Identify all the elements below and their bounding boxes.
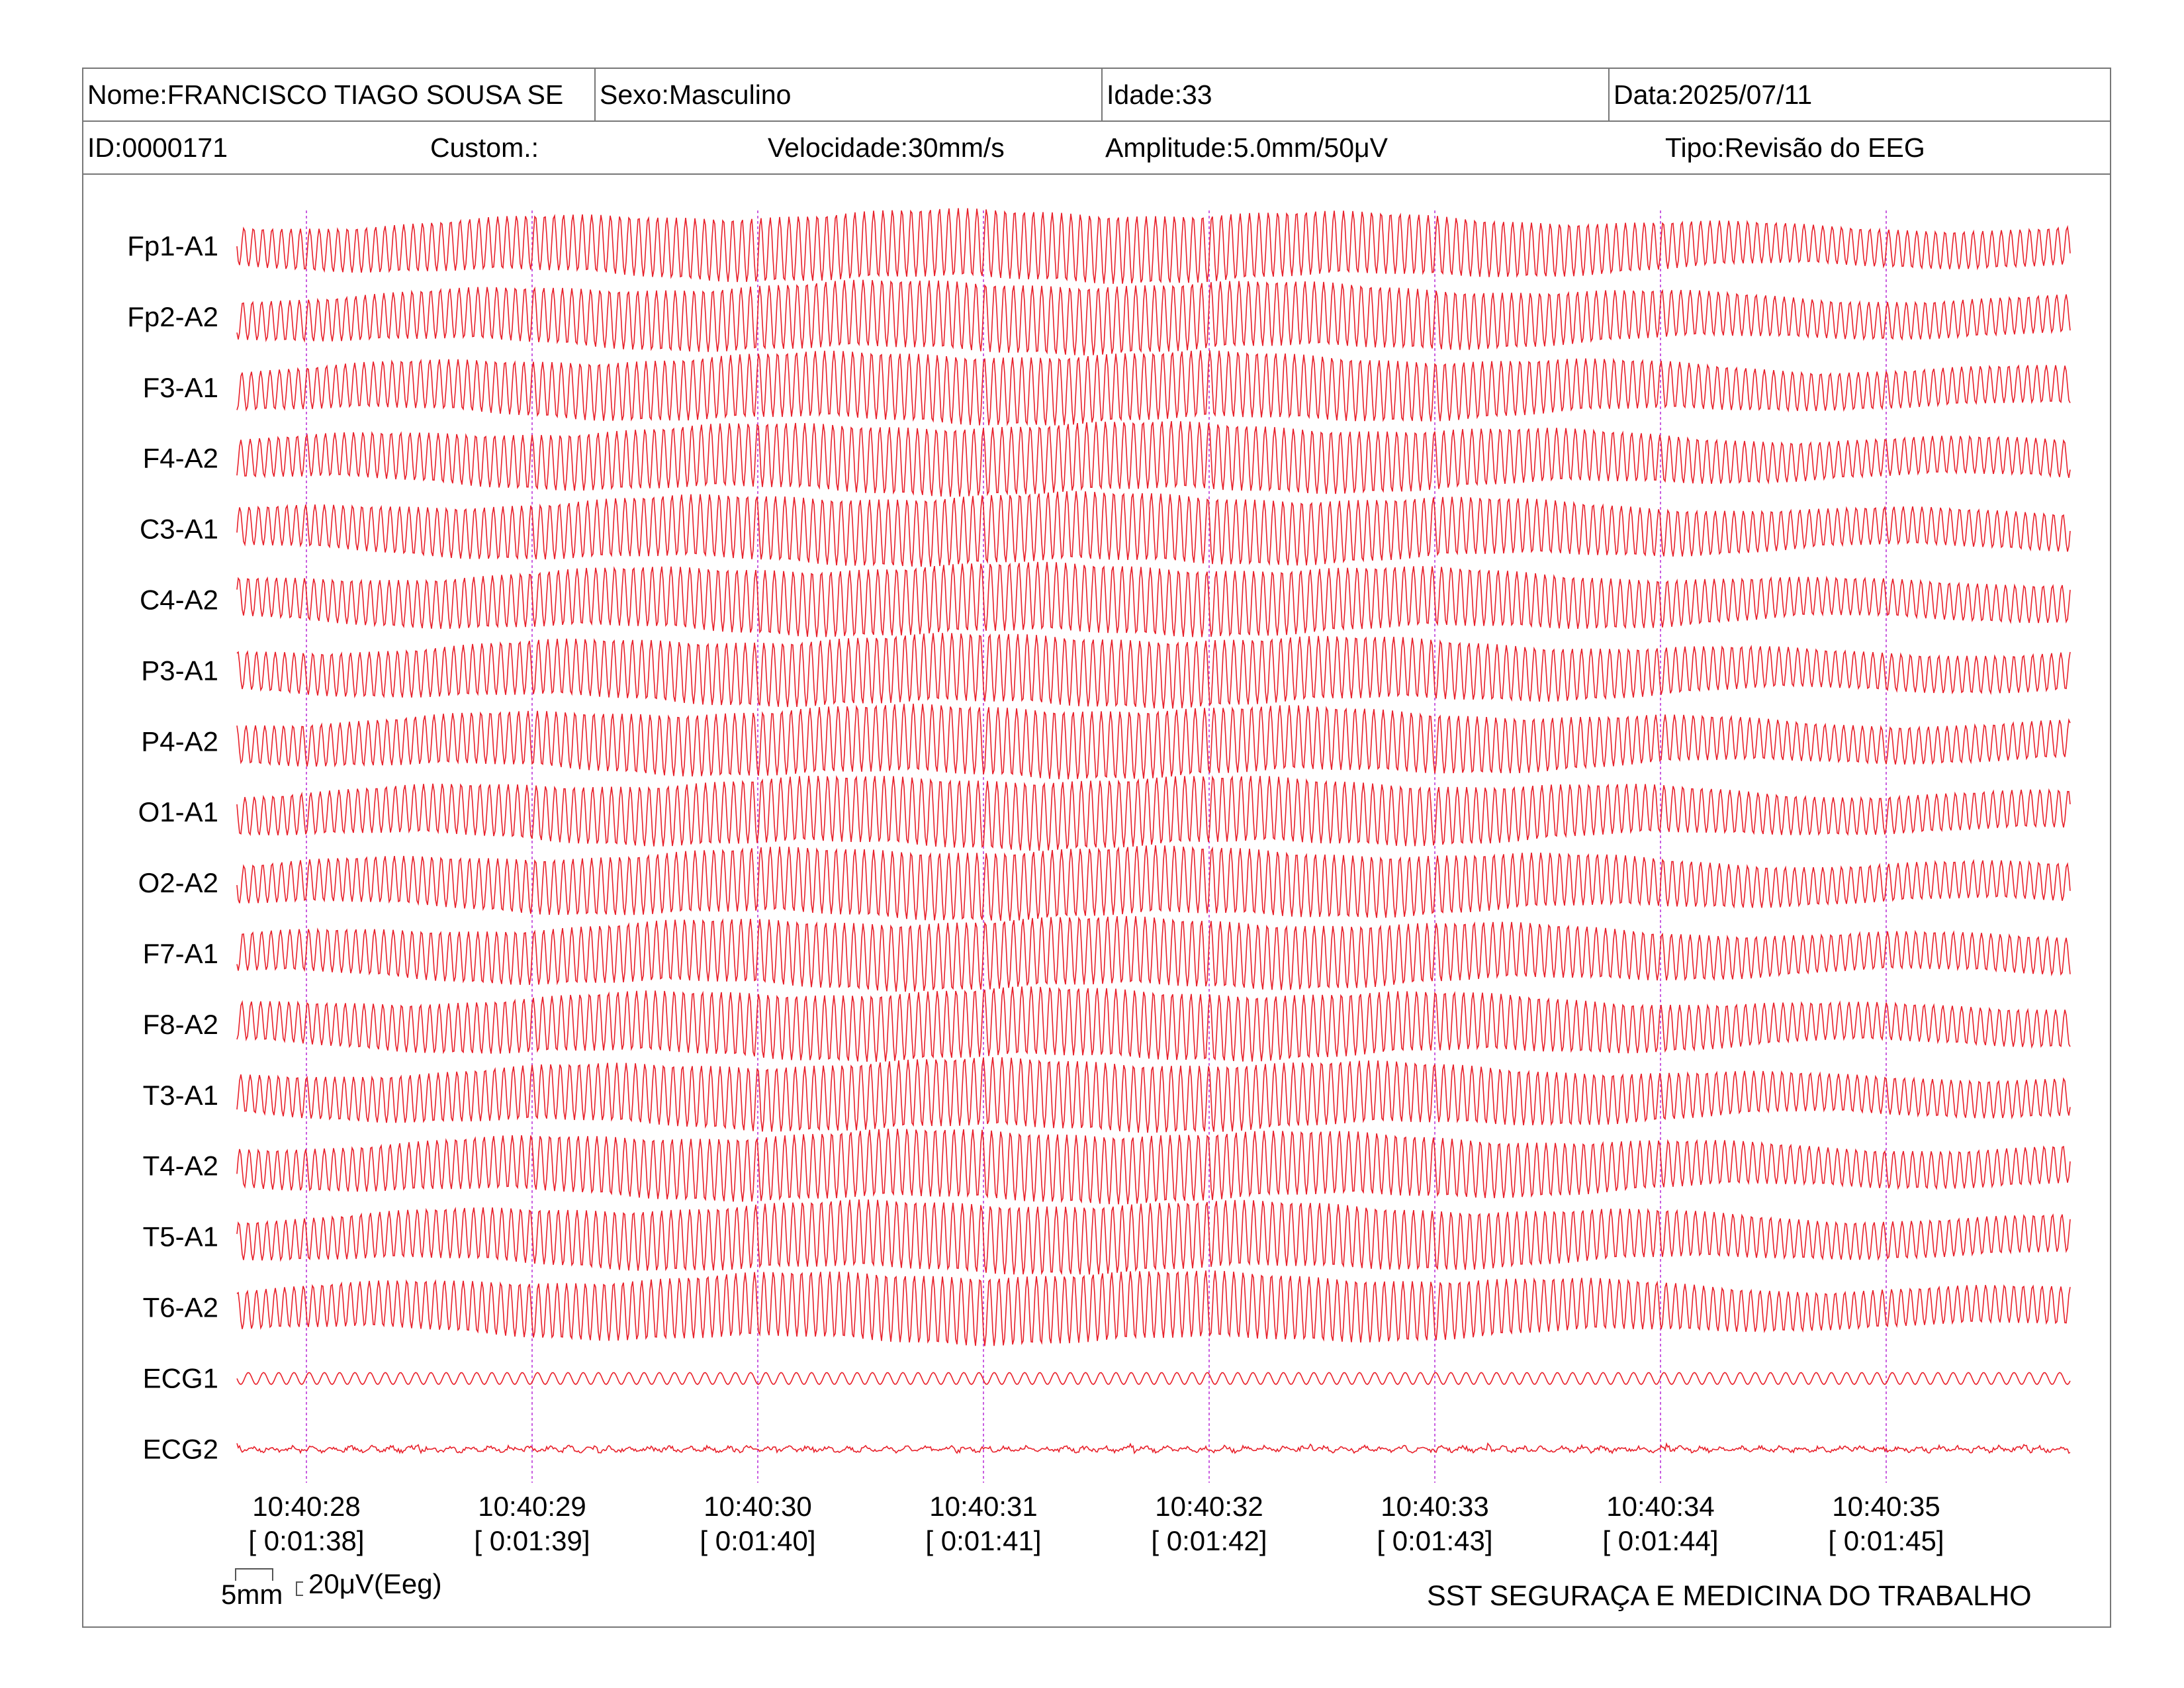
patient-id: ID:0000171	[87, 132, 228, 163]
company-name: SST SEGURAÇA E MEDICINA DO TRABALHO	[1427, 1580, 2032, 1612]
patient-name: Nome:FRANCISCO TIAGO SOUSA SE	[87, 79, 564, 110]
exam-date: Data:2025/07/11	[1608, 69, 2111, 120]
patient-sex: Sexo:Masculino	[594, 69, 1101, 120]
patient-age: Idade:33	[1101, 69, 1608, 120]
report-frame: Nome:FRANCISCO TIAGO SOUSA SE Sexo:Mascu…	[82, 68, 2111, 1628]
header-row-1: Nome:FRANCISCO TIAGO SOUSA SE Sexo:Mascu…	[83, 69, 2110, 122]
amplitude-setting: Amplitude:5.0mm/50μV	[1105, 132, 1388, 163]
header-row-2: ID:0000171 Custom.: Velocidade:30mm/s Am…	[83, 122, 2110, 175]
speed-setting: Velocidade:30mm/s	[768, 132, 1005, 163]
custom-field: Custom.:	[430, 132, 539, 163]
exam-type: Tipo:Revisão do EEG	[1665, 132, 1925, 163]
